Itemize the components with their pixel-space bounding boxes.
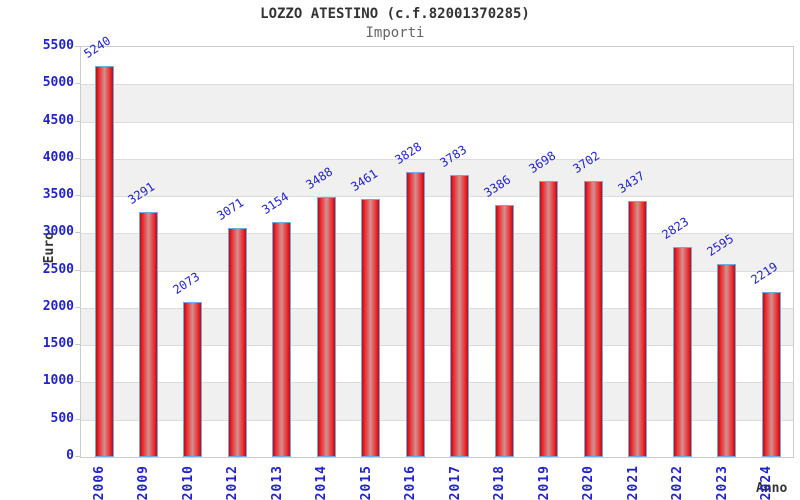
chart-subtitle: Importi	[365, 25, 425, 41]
x-tick-label: 2013	[269, 465, 285, 500]
y-tickmark	[75, 456, 80, 457]
y-tickmark	[75, 83, 80, 85]
plot-band	[81, 196, 793, 234]
y-tickmark	[75, 157, 80, 159]
y-tick-label: 1000	[42, 373, 74, 389]
x-tick-label: 2018	[492, 465, 508, 500]
bar	[583, 181, 603, 457]
bar	[450, 175, 470, 457]
y-tick-label: 500	[50, 410, 74, 426]
y-tick-label: 4500	[42, 112, 74, 128]
x-tick-label: 2009	[136, 465, 152, 500]
x-tick-label: 2024	[759, 465, 775, 500]
y-tickmark	[75, 381, 80, 383]
y-tick-label: 0	[66, 448, 74, 463]
y-tickmark	[75, 418, 80, 420]
bar	[761, 291, 781, 457]
x-tick-label: 2020	[581, 465, 597, 500]
plot-band	[81, 84, 793, 122]
plot-band	[81, 47, 793, 85]
bar	[405, 171, 425, 457]
x-tick-label: 2023	[714, 465, 730, 500]
y-tickmark	[75, 195, 80, 197]
y-tick-label: 2500	[42, 261, 74, 277]
y-tick-label: 5500	[42, 38, 74, 53]
bar	[227, 228, 247, 457]
bar	[672, 246, 692, 457]
bar	[361, 199, 381, 457]
bar	[628, 200, 648, 457]
y-tickmark	[75, 306, 80, 308]
x-tick-label: 2022	[670, 465, 686, 500]
bar	[539, 181, 559, 457]
gridline	[81, 345, 793, 347]
gridline	[81, 419, 793, 421]
x-tick-label: 2019	[536, 465, 552, 500]
x-tick-label: 2014	[314, 465, 330, 500]
gridline	[81, 196, 793, 198]
bar	[494, 204, 514, 457]
gridline	[81, 270, 793, 272]
plot-band	[81, 158, 793, 197]
y-tick-label: 1500	[42, 336, 74, 352]
bar	[717, 263, 737, 457]
bar	[138, 211, 158, 457]
x-tick-label: 2017	[447, 465, 463, 500]
x-tick-label: 2010	[180, 465, 196, 500]
chart-title: LOZZO ATESTINO (c.f.82001370285)	[260, 6, 530, 22]
x-tick-label: 2016	[403, 465, 419, 500]
y-tick-label: 3500	[42, 187, 74, 203]
y-tickmark	[75, 232, 80, 234]
y-tickmark	[75, 269, 80, 271]
x-tick-label: 2012	[225, 465, 241, 500]
y-tick-label: 2000	[42, 298, 74, 314]
y-tick-label: 4000	[42, 149, 74, 165]
bar	[183, 302, 203, 457]
bar	[316, 197, 336, 457]
x-tick-label: 2015	[358, 465, 374, 500]
gridline	[81, 121, 793, 123]
y-tick-label: 3000	[42, 224, 74, 240]
bar	[94, 66, 114, 457]
y-tickmark	[75, 46, 80, 47]
plot-area: 5240 3291 2073 3071 3154 3488 3461 3828 3783 3386…	[80, 34, 794, 458]
x-tick-label: 2006	[92, 465, 107, 500]
gridline	[81, 84, 793, 86]
y-tickmark	[75, 120, 80, 122]
y-tickmark	[75, 344, 80, 346]
gridline	[81, 233, 793, 235]
bar	[272, 221, 292, 457]
x-tick-label: 2021	[625, 465, 641, 500]
gridline	[81, 158, 793, 160]
gridline	[81, 382, 793, 384]
gridline	[81, 307, 793, 309]
x-axis-title: Anno	[756, 481, 788, 496]
y-tick-label: 5000	[42, 75, 74, 91]
plot-band	[81, 121, 793, 159]
